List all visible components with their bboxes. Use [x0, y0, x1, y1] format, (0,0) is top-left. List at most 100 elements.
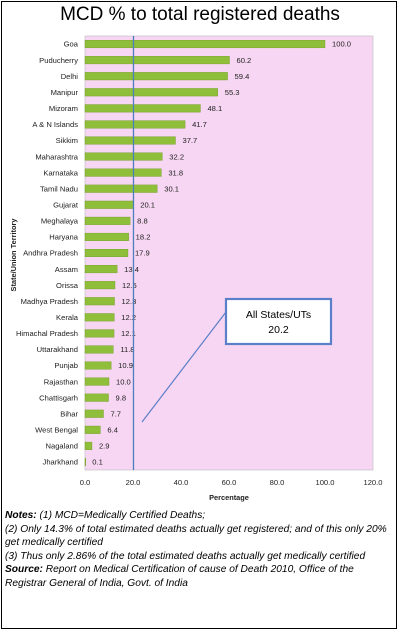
- callout-pointer: [141, 311, 227, 423]
- category-label: Sikkim: [56, 136, 78, 145]
- value-label: 12.1: [121, 329, 136, 338]
- x-tick-label: 40.0: [174, 478, 189, 487]
- bars-group: [84, 40, 326, 466]
- value-label: 0.1: [92, 458, 103, 467]
- category-label: Himachal Pradesh: [16, 329, 78, 338]
- value-label: 20.1: [140, 200, 155, 209]
- notes-block: Notes: (1) MCD=Medically Certified Death…: [5, 509, 395, 590]
- value-label: 13.4: [124, 265, 139, 274]
- value-labels-group: 100.0 60.2 59.4 55.348.141.7 37.7 32.2 31.8 30.…: [92, 40, 351, 467]
- category-label: Goa: [64, 40, 79, 49]
- y-axis-label: State/Union Territory: [9, 218, 18, 292]
- value-label: 6.4: [107, 426, 118, 435]
- category-label: Maharashtra: [35, 152, 78, 161]
- bar: [84, 265, 118, 274]
- note-2: (2) Only 14.3% of total estimated deaths…: [5, 523, 387, 549]
- bar: [84, 104, 201, 113]
- value-label: 60.2: [236, 56, 251, 65]
- bar: [84, 72, 228, 81]
- bar: [84, 56, 230, 65]
- category-label: Bihar: [60, 409, 78, 418]
- chart-title: MCD % to total registered deaths: [60, 4, 340, 25]
- source-heading: Source:: [5, 564, 43, 575]
- category-label: Puducherry: [39, 56, 78, 65]
- value-label: 7.7: [110, 409, 121, 418]
- bar: [84, 313, 115, 322]
- value-label: 2.9: [99, 442, 110, 451]
- bar: [84, 425, 101, 434]
- bar: [84, 441, 93, 450]
- bar: [84, 377, 110, 386]
- value-label: 10.9: [118, 361, 133, 370]
- x-tick-label: 60.0: [222, 478, 237, 487]
- plot-area: [84, 35, 374, 471]
- value-label: 8.8: [137, 217, 148, 226]
- category-label: Andhra Pradesh: [23, 249, 78, 258]
- value-label: 100.0: [332, 40, 351, 49]
- value-label: 55.3: [225, 88, 240, 97]
- value-label: 12.2: [121, 313, 136, 322]
- bar: [84, 232, 129, 241]
- bar: [84, 281, 116, 290]
- note-line-1: Notes: (1) MCD=Medically Certified Death…: [5, 509, 395, 523]
- callout-value: 20.2: [268, 324, 289, 336]
- bar: [84, 136, 176, 145]
- value-label: 17.9: [135, 249, 150, 258]
- category-label: Kerala: [56, 313, 79, 322]
- value-label: 37.7: [182, 136, 197, 145]
- category-label: Meghalaya: [41, 217, 79, 226]
- category-label: Nagaland: [45, 442, 78, 451]
- bar: [84, 457, 87, 466]
- bar: [84, 216, 131, 225]
- category-label: Karnataka: [43, 168, 78, 177]
- bar: [84, 345, 114, 354]
- category-label: Assam: [55, 265, 78, 274]
- bar-chart: Goa Puducherry Delhi Manipur Mizoram A & N Is…: [9, 35, 383, 502]
- category-label: Chattisgarh: [39, 393, 78, 402]
- bar: [84, 329, 115, 338]
- x-tick-labels-group: 0.0 20.0 40.0 60.0 80.0 100.0 120.0: [80, 478, 383, 487]
- x-tick-label: 20.0: [126, 478, 141, 487]
- category-label: A & N Islands: [32, 120, 78, 129]
- value-label: 12.3: [122, 297, 137, 306]
- category-label: Jharkhand: [43, 458, 78, 467]
- x-tick-label: 80.0: [270, 478, 285, 487]
- bar: [84, 88, 218, 97]
- bar: [84, 297, 115, 306]
- x-tick-label: 120.0: [363, 478, 382, 487]
- bar: [84, 361, 112, 370]
- category-label: West Bengal: [35, 426, 78, 435]
- category-label: Gujarat: [53, 200, 79, 209]
- value-label: 18.2: [136, 233, 151, 242]
- value-label: 30.1: [164, 184, 179, 193]
- bar: [84, 184, 158, 193]
- source-text: Report on Medical Certification of cause…: [5, 564, 354, 589]
- x-tick-label: 100.0: [315, 478, 334, 487]
- value-label: 11.8: [120, 345, 134, 354]
- bar: [84, 120, 186, 129]
- value-label: 32.2: [169, 152, 184, 161]
- category-label: Rajasthan: [44, 377, 78, 386]
- note-1: (1) MCD=Medically Certified Deaths;: [36, 510, 206, 521]
- value-label: 48.1: [207, 104, 222, 113]
- category-label: Delhi: [61, 72, 79, 81]
- value-label: 59.4: [235, 72, 250, 81]
- category-label: Mizoram: [49, 104, 78, 113]
- bar: [84, 168, 162, 177]
- value-label: 31.8: [168, 168, 183, 177]
- bar: [84, 409, 104, 418]
- value-label: 10.0: [116, 377, 131, 386]
- value-label: 12.5: [122, 281, 137, 290]
- category-label: Uttarakhand: [37, 345, 78, 354]
- category-label: Orissa: [56, 281, 79, 290]
- category-label: Punjab: [54, 361, 78, 370]
- notes-heading: Notes:: [5, 510, 37, 521]
- bar: [84, 200, 134, 209]
- callout-box: [224, 297, 333, 346]
- bar: [84, 40, 326, 49]
- category-label: Madhya Pradesh: [21, 297, 78, 306]
- category-label: Tamil Nadu: [40, 184, 78, 193]
- x-tick-label: 0.0: [80, 478, 91, 487]
- bar: [84, 152, 163, 161]
